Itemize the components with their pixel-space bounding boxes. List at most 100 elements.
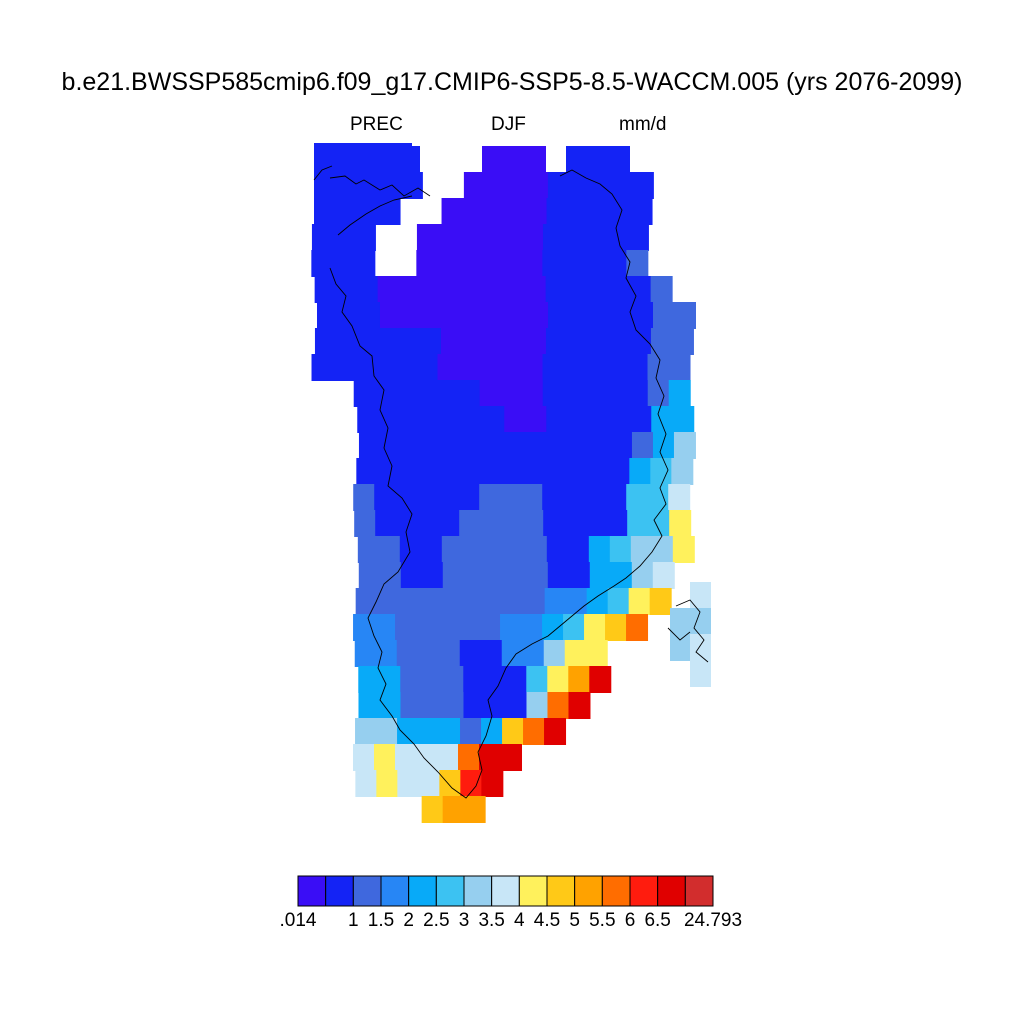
map-cell xyxy=(311,224,376,251)
season-label: DJF xyxy=(491,114,526,135)
map-cell xyxy=(672,536,695,563)
map-cell xyxy=(631,432,654,459)
map-cell xyxy=(460,770,483,797)
map-cell xyxy=(647,354,691,381)
map-cell xyxy=(542,380,649,407)
map-cell xyxy=(652,432,675,459)
map-cell xyxy=(501,640,545,667)
map-cell xyxy=(546,406,653,433)
map-cell xyxy=(355,588,546,615)
map-cell xyxy=(542,354,649,381)
map-cell xyxy=(353,744,376,771)
map-cell xyxy=(479,484,544,511)
map-cell xyxy=(481,718,504,745)
map-cell xyxy=(671,458,694,485)
map-cell xyxy=(544,718,567,745)
map-cell xyxy=(314,146,420,173)
map-cell xyxy=(316,302,381,329)
map-cell xyxy=(357,406,506,433)
map-cell xyxy=(542,614,565,641)
map-cell xyxy=(458,744,481,771)
colorbar xyxy=(297,875,714,907)
map-cell xyxy=(374,744,397,771)
map-cell xyxy=(442,796,486,823)
map-cell xyxy=(546,536,590,563)
map-cell xyxy=(568,692,591,719)
map-cell xyxy=(526,666,549,693)
map-cell xyxy=(547,562,591,589)
map-cell xyxy=(353,484,376,511)
map-cell xyxy=(311,354,439,381)
map-cell xyxy=(421,796,444,823)
map-cell xyxy=(358,432,633,459)
map-cell xyxy=(669,510,692,537)
map-cell xyxy=(463,666,528,693)
map-cell xyxy=(314,276,379,303)
map-cell xyxy=(585,640,608,667)
map-cell xyxy=(354,510,377,537)
colorbar-tick-label: 5.5 xyxy=(589,910,616,931)
map-cell xyxy=(605,614,628,641)
colorbar-box xyxy=(601,875,631,907)
map-cell xyxy=(353,380,481,407)
map-cell xyxy=(547,692,570,719)
map-cell xyxy=(523,718,546,745)
island-cell xyxy=(690,582,711,609)
map-cell xyxy=(376,770,399,797)
map-cell xyxy=(652,562,675,589)
map-cell xyxy=(542,224,649,251)
colorbar-box xyxy=(491,875,520,907)
map-cell xyxy=(416,250,544,277)
colorbar-box xyxy=(408,875,437,907)
map-cell xyxy=(311,250,376,277)
map-cell xyxy=(400,692,465,719)
map-cell xyxy=(437,354,544,381)
colorbar-box xyxy=(546,875,576,907)
colorbar-box xyxy=(684,875,714,907)
map-cell xyxy=(482,146,546,173)
map-cell xyxy=(547,666,570,693)
map-cell xyxy=(543,640,566,667)
map-cell xyxy=(588,536,611,563)
colorbar-tick-label: 24.793 xyxy=(683,910,743,931)
colorbar-box xyxy=(657,875,686,907)
colorbar-box xyxy=(574,875,603,907)
map-cell xyxy=(628,588,651,615)
map-cell xyxy=(650,276,673,303)
map-cell xyxy=(441,536,548,563)
colorbar-tick-label: 3.5 xyxy=(478,910,505,931)
map-grid-cells xyxy=(311,143,711,823)
colorbar-tick-label: 4 xyxy=(514,910,525,931)
island-cell xyxy=(690,660,711,687)
map-cell xyxy=(379,302,549,329)
map-cell xyxy=(315,198,401,225)
map-cell xyxy=(626,614,649,641)
map-cell xyxy=(545,328,652,355)
units-label: mm/d xyxy=(619,114,667,135)
map-cell xyxy=(397,770,441,797)
colorbar-tick-label: 5 xyxy=(569,910,580,931)
map-cell xyxy=(650,458,673,485)
colorbar-tick-label: 2 xyxy=(403,910,414,931)
map-cell xyxy=(441,198,548,225)
map-cell xyxy=(396,640,461,667)
map-cell xyxy=(504,406,548,433)
map-cell xyxy=(459,510,545,537)
map-cell xyxy=(395,744,460,771)
map-cell xyxy=(627,510,671,537)
colorbar-box xyxy=(352,875,382,907)
colorbar-boxes xyxy=(297,875,714,907)
map-cell xyxy=(479,380,544,407)
map-cell xyxy=(357,536,401,563)
colorbar-box xyxy=(297,875,327,907)
map-cell xyxy=(377,276,547,303)
map-cell xyxy=(626,484,670,511)
colorbar-box xyxy=(435,875,465,907)
map-cell xyxy=(586,588,609,615)
colorbar-tick-label: 3 xyxy=(458,910,470,931)
map-cell xyxy=(673,432,696,459)
map-cell xyxy=(546,198,653,225)
map-cell xyxy=(356,458,631,485)
map-cell xyxy=(629,458,652,485)
map-cell xyxy=(651,406,695,433)
